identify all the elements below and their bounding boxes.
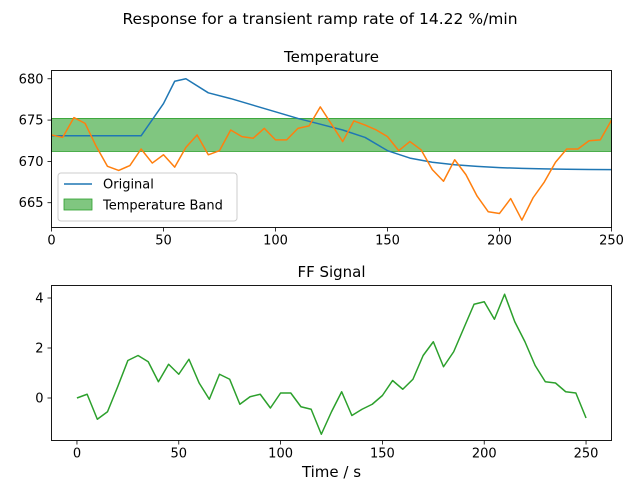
ff-signal-x-axis-label: Time / s (301, 463, 361, 480)
y-tick-label: 670 (19, 155, 44, 170)
x-tick-label: 200 (487, 234, 512, 249)
x-tick-label: 0 (73, 447, 81, 462)
legend-original-label: Original (103, 178, 154, 193)
x-tick-label: 0 (47, 234, 55, 249)
ff-signal-plot-frame (51, 285, 612, 441)
temperature-chart: Temperature 0 50 100 150 200 250 665 670 675 680… (19, 48, 624, 249)
y-tick-label: 680 (19, 72, 44, 87)
ff-signal-series-line-0 (76, 293, 587, 435)
y-tick-label: 4 (35, 292, 43, 307)
ff-signal-chart: FF Signal 0 50 100 150 200 250 0 2 4 Time / s (35, 263, 612, 480)
legend-band-swatch (63, 198, 93, 211)
temperature-x-axis: 0 50 100 150 200 250 (47, 227, 624, 249)
x-tick-label: 200 (472, 447, 497, 462)
x-tick-label: 100 (263, 234, 288, 249)
x-tick-label: 150 (370, 447, 395, 462)
legend-band-label: Temperature Band (102, 199, 223, 214)
y-tick-label: 675 (19, 114, 44, 129)
ff-signal-chart-title: FF Signal (297, 263, 365, 281)
x-tick-label: 150 (375, 234, 400, 249)
ff-signal-y-axis: 0 2 4 (35, 292, 52, 407)
y-tick-label: 0 (35, 392, 43, 407)
figure-suptitle: Response for a transient ramp rate of 14… (122, 10, 517, 28)
y-tick-label: 665 (19, 196, 44, 211)
y-tick-label: 2 (35, 342, 43, 357)
temperature-y-axis: 665 670 675 680 (19, 72, 52, 211)
legend-box (57, 172, 238, 222)
x-tick-label: 100 (268, 447, 293, 462)
temperature-series-line-1 (51, 106, 613, 221)
temperature-series-line-0 (51, 78, 612, 171)
temperature-lines-layer (51, 78, 613, 221)
x-tick-label: 250 (574, 447, 599, 462)
temperature-chart-title: Temperature (283, 48, 379, 66)
ff-signal-lines-layer (76, 293, 587, 435)
ff-signal-x-axis: 0 50 100 150 200 250 (73, 440, 599, 462)
x-tick-label: 50 (170, 447, 187, 462)
temperature-legend: Original Temperature Band (57, 172, 238, 222)
temperature-plot-frame (51, 70, 612, 228)
x-tick-label: 50 (155, 234, 172, 249)
x-tick-label: 250 (599, 234, 624, 249)
